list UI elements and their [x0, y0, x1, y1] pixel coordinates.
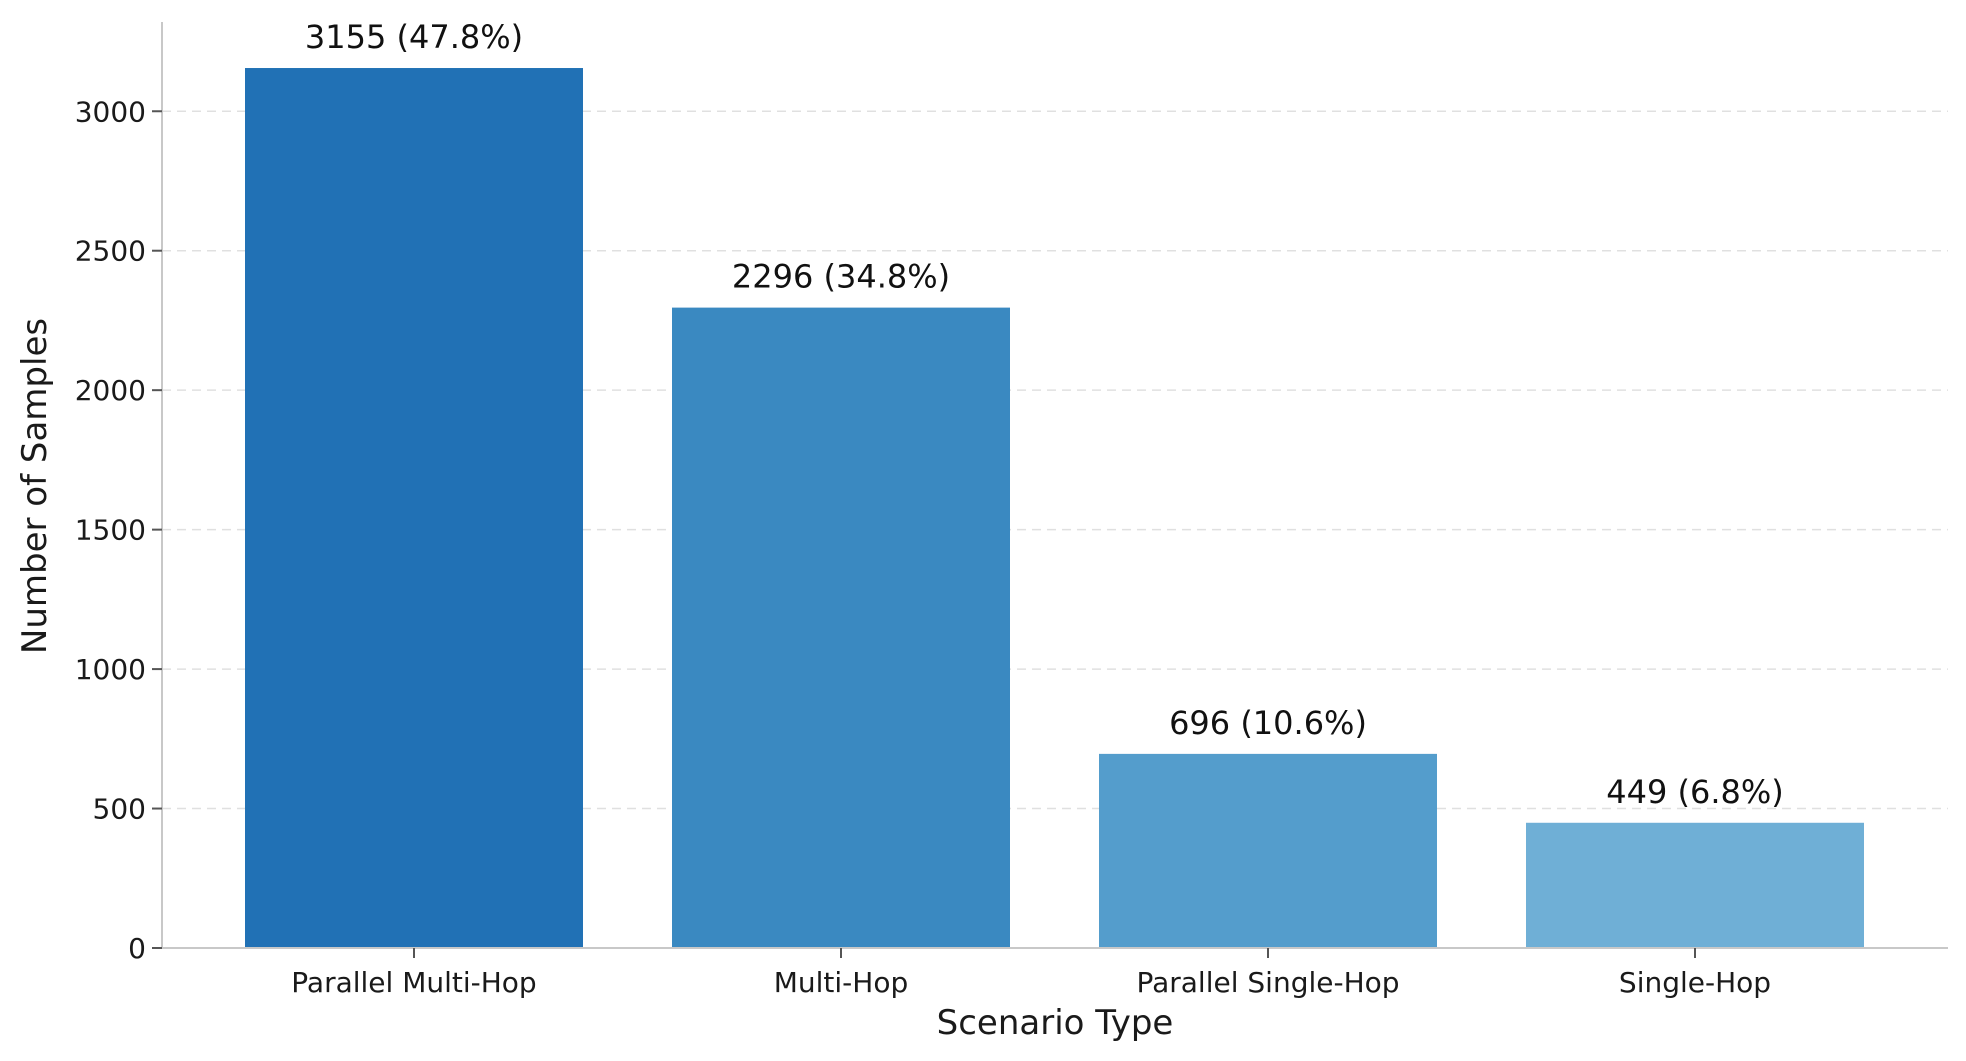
- y-ticks: 0 500 1000 1500 2000 2500 3000: [75, 95, 162, 965]
- y-tick-label: 2000: [75, 374, 146, 407]
- data-labels: 3155 (47.8%) 2296 (34.8%) 696 (10.6%) 449 (…: [305, 18, 1784, 811]
- bar: [245, 68, 583, 948]
- y-tick-label: 2500: [75, 235, 146, 268]
- x-ticks: Parallel Multi-Hop Multi-Hop Parallel Sing…: [291, 948, 1771, 999]
- y-axis-title: Number of Samples: [15, 318, 55, 654]
- y-tick-label: 1500: [75, 514, 146, 547]
- x-tick-label: Multi-Hop: [774, 966, 909, 999]
- y-tick-label: 500: [93, 793, 146, 826]
- y-tick-label: 3000: [75, 95, 146, 128]
- grid-lines: [162, 110, 1948, 810]
- bar: [1099, 753, 1437, 948]
- bar: [1526, 822, 1864, 948]
- y-tick-label: 0: [128, 932, 146, 965]
- axes: [161, 22, 1948, 949]
- x-axis-title: Scenario Type: [937, 1003, 1174, 1043]
- bar-value-label: 696 (10.6%): [1169, 704, 1367, 742]
- x-tick-label: Single-Hop: [1619, 966, 1771, 999]
- bar-value-label: 3155 (47.8%): [305, 18, 523, 56]
- bar: [672, 307, 1010, 949]
- y-tick-label: 1000: [75, 653, 146, 686]
- bar-value-label: 449 (6.8%): [1606, 773, 1784, 811]
- x-tick-label: Parallel Multi-Hop: [291, 966, 536, 999]
- bars: [245, 68, 1864, 949]
- x-tick-label: Parallel Single-Hop: [1136, 966, 1399, 999]
- bar-value-label: 2296 (34.8%): [732, 258, 950, 296]
